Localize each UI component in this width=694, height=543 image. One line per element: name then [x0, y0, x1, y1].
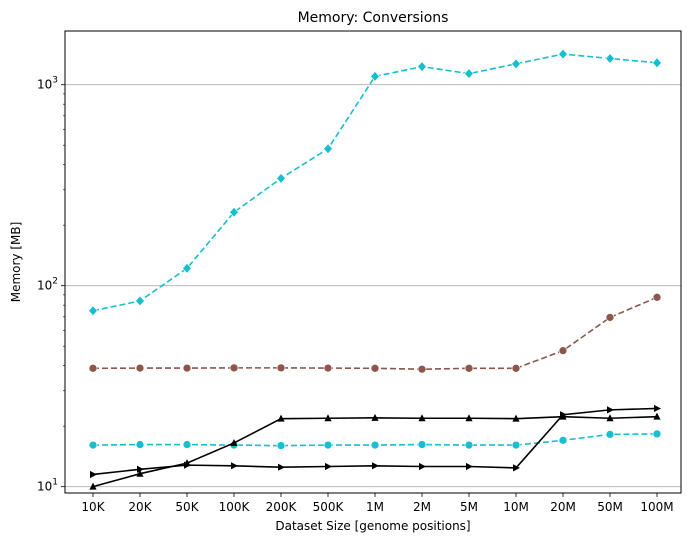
x-tick-label: 5M	[460, 500, 478, 514]
x-tick-label: 500K	[313, 500, 345, 514]
data-point	[558, 48, 568, 60]
data-point	[417, 364, 427, 374]
data-point	[370, 70, 380, 82]
data-point	[513, 464, 520, 472]
data-point	[370, 440, 380, 450]
data-point	[277, 414, 285, 422]
series-2	[88, 292, 662, 374]
x-tick-label: 50K	[175, 500, 199, 514]
x-tick-label: 50M	[597, 500, 623, 514]
data-point	[560, 411, 567, 419]
data-point	[323, 440, 333, 450]
data-point	[419, 462, 426, 471]
data-point	[372, 462, 379, 470]
x-tick-label: 1M	[366, 500, 384, 514]
data-point	[652, 292, 662, 302]
grid-layer	[65, 84, 681, 488]
data-point	[371, 413, 379, 421]
series-3	[88, 429, 662, 450]
plot-frame	[64, 30, 682, 494]
data-point	[323, 363, 333, 373]
y-tick-label: 101	[37, 478, 58, 494]
data-point	[323, 143, 333, 155]
data-point	[135, 440, 145, 449]
data-point	[229, 206, 239, 218]
data-point	[558, 346, 568, 356]
series-layer	[88, 48, 662, 490]
data-point	[137, 465, 144, 473]
data-point	[606, 414, 614, 422]
x-tick-label: 2M	[413, 500, 431, 514]
data-point	[184, 461, 191, 469]
data-point	[135, 363, 145, 373]
data-point	[466, 462, 473, 471]
y-tick-label: 103	[37, 76, 58, 92]
data-point	[182, 363, 192, 373]
x-tick-label: 200K	[266, 500, 298, 514]
data-point	[511, 58, 521, 70]
data-point	[511, 363, 521, 373]
data-point	[464, 440, 474, 450]
data-point	[605, 430, 615, 439]
data-point	[230, 438, 238, 446]
data-point	[654, 404, 661, 413]
x-tick-label: 100K	[219, 500, 251, 514]
data-point	[465, 414, 473, 422]
data-point	[324, 414, 332, 422]
data-point	[464, 363, 474, 373]
data-point	[182, 262, 192, 274]
data-point	[558, 435, 568, 445]
data-point	[370, 363, 380, 373]
data-point	[88, 363, 98, 373]
data-point	[276, 172, 286, 184]
x-tick-label: 10K	[81, 500, 105, 514]
data-point	[605, 52, 615, 65]
data-point	[418, 414, 426, 422]
x-axis-label: Dataset Size [genome positions]	[275, 519, 470, 533]
x-tick-label: 20K	[128, 500, 152, 514]
data-point	[417, 440, 427, 449]
data-point	[88, 305, 98, 317]
chart-title: Memory: Conversions	[298, 10, 449, 26]
y-tick-label: 102	[37, 277, 58, 293]
series-5	[90, 404, 661, 479]
data-point	[90, 470, 97, 479]
data-point	[607, 406, 614, 414]
data-point	[89, 482, 97, 490]
data-point	[136, 469, 144, 477]
data-point	[652, 57, 662, 69]
data-point	[652, 429, 662, 439]
series-1	[88, 48, 662, 317]
x-tick-label: 20M	[550, 500, 576, 514]
data-point	[512, 414, 520, 422]
data-point	[605, 313, 615, 322]
data-point	[653, 412, 661, 420]
data-point	[278, 463, 285, 471]
data-point	[135, 295, 145, 307]
data-point	[88, 440, 98, 450]
data-point	[464, 68, 474, 80]
data-point	[231, 462, 238, 470]
data-point	[276, 363, 286, 373]
x-tick-label: 10M	[503, 500, 529, 514]
data-point	[229, 363, 239, 373]
data-point	[325, 462, 332, 471]
y-axis-label: Memory [MB]	[9, 222, 23, 303]
data-point	[276, 441, 286, 450]
x-tick-label: 100M	[640, 500, 673, 514]
data-point	[417, 61, 427, 73]
data-point	[182, 440, 192, 449]
data-point	[511, 440, 521, 450]
x-tick-layer: 10K 20K 50K 100K 200K 500K 1M 2M 5M 10M 20M 50M 100M	[81, 493, 674, 514]
y-tick-layer: 101 102 103	[37, 76, 65, 494]
